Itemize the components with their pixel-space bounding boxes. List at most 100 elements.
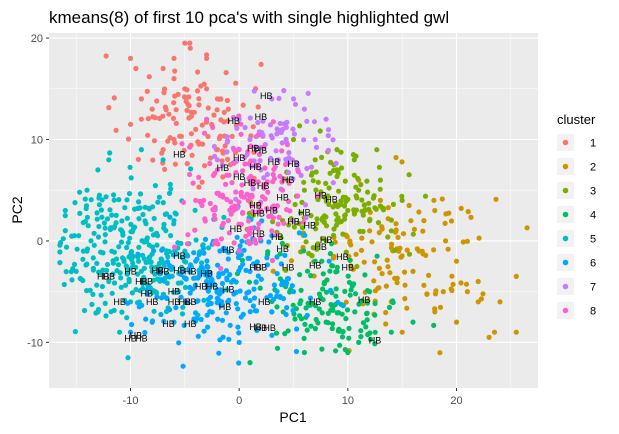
data-point: [448, 218, 455, 224]
data-point: [148, 259, 154, 265]
data-point: [70, 266, 76, 272]
data-point: [201, 250, 207, 256]
data-point: [111, 280, 118, 286]
hb-annotation: HB: [97, 271, 110, 281]
data-point: [256, 151, 262, 158]
data-point: [95, 234, 102, 240]
hb-annotation: HB: [276, 192, 289, 202]
data-point: [121, 256, 127, 262]
data-point: [364, 310, 370, 316]
data-point: [236, 360, 242, 366]
data-point: [142, 329, 148, 336]
data-point: [144, 291, 150, 297]
data-point: [375, 220, 382, 226]
data-point: [228, 211, 234, 217]
data-point: [192, 318, 198, 324]
hb-annotation: HB: [298, 208, 311, 218]
data-point: [247, 360, 253, 366]
data-point: [223, 70, 229, 76]
data-point: [180, 304, 186, 310]
data-point: [280, 279, 286, 285]
data-point: [198, 260, 205, 266]
data-point: [342, 347, 348, 353]
data-point: [180, 199, 187, 205]
data-point: [118, 275, 124, 281]
data-point: [359, 235, 365, 241]
data-point: [283, 161, 289, 168]
data-point: [212, 170, 218, 176]
data-point: [124, 197, 130, 203]
data-point: [458, 205, 464, 211]
hb-annotation: HB: [179, 297, 192, 307]
data-point: [323, 289, 330, 295]
data-point: [524, 225, 530, 231]
data-point: [298, 172, 304, 178]
data-point: [182, 40, 188, 46]
data-point: [445, 246, 451, 252]
data-point: [432, 306, 438, 312]
hb-annotation: HB: [252, 229, 265, 239]
legend-swatch: [562, 139, 569, 146]
x-tick-label: -10: [123, 395, 139, 407]
data-point: [361, 202, 367, 208]
data-point: [84, 187, 90, 193]
data-point: [355, 175, 361, 181]
data-point: [254, 327, 260, 333]
data-point: [333, 293, 339, 299]
data-point: [254, 308, 260, 314]
data-point: [127, 164, 133, 170]
data-point: [308, 164, 315, 170]
data-point: [275, 221, 281, 227]
data-point: [365, 332, 371, 338]
data-point: [116, 197, 122, 203]
chart-title: kmeans(8) of first 10 pca's with single …: [49, 8, 449, 27]
data-point: [320, 235, 326, 242]
data-point: [330, 303, 336, 310]
data-point: [167, 214, 173, 220]
data-point: [165, 138, 171, 144]
data-point: [125, 300, 131, 306]
data-point: [196, 96, 202, 102]
data-point: [138, 96, 144, 102]
data-point: [196, 174, 202, 180]
data-point: [212, 153, 218, 159]
data-point: [253, 279, 259, 285]
hb-annotation: HB: [124, 266, 137, 276]
data-point: [198, 83, 204, 89]
data-point: [437, 304, 444, 310]
data-point: [115, 262, 121, 268]
data-point: [293, 348, 299, 355]
hb-annotation: HB: [217, 163, 230, 173]
data-point: [101, 220, 107, 226]
data-point: [249, 181, 255, 188]
data-point: [439, 196, 445, 202]
data-point: [215, 316, 221, 322]
data-point: [411, 226, 417, 232]
data-point: [229, 133, 235, 139]
data-point: [449, 287, 455, 294]
data-point: [257, 235, 263, 242]
hb-annotation: HB: [168, 287, 181, 297]
legend-label: 1: [590, 138, 596, 150]
data-point: [118, 239, 125, 245]
data-point: [175, 288, 181, 295]
data-point: [246, 279, 252, 285]
data-point: [199, 179, 205, 185]
data-point: [94, 282, 100, 288]
data-point: [126, 279, 132, 285]
data-point: [330, 321, 336, 327]
data-point: [320, 286, 326, 292]
data-point: [458, 280, 464, 286]
data-point: [187, 171, 193, 178]
data-point: [325, 147, 331, 153]
data-point: [255, 132, 261, 138]
data-point: [288, 258, 295, 264]
data-point: [144, 287, 150, 293]
legend-swatch: [562, 235, 569, 242]
data-point: [152, 183, 158, 189]
data-point: [188, 131, 194, 137]
data-point: [328, 159, 334, 165]
y-tick-label: 10: [31, 135, 43, 147]
data-point: [128, 250, 134, 256]
data-point: [223, 268, 229, 274]
